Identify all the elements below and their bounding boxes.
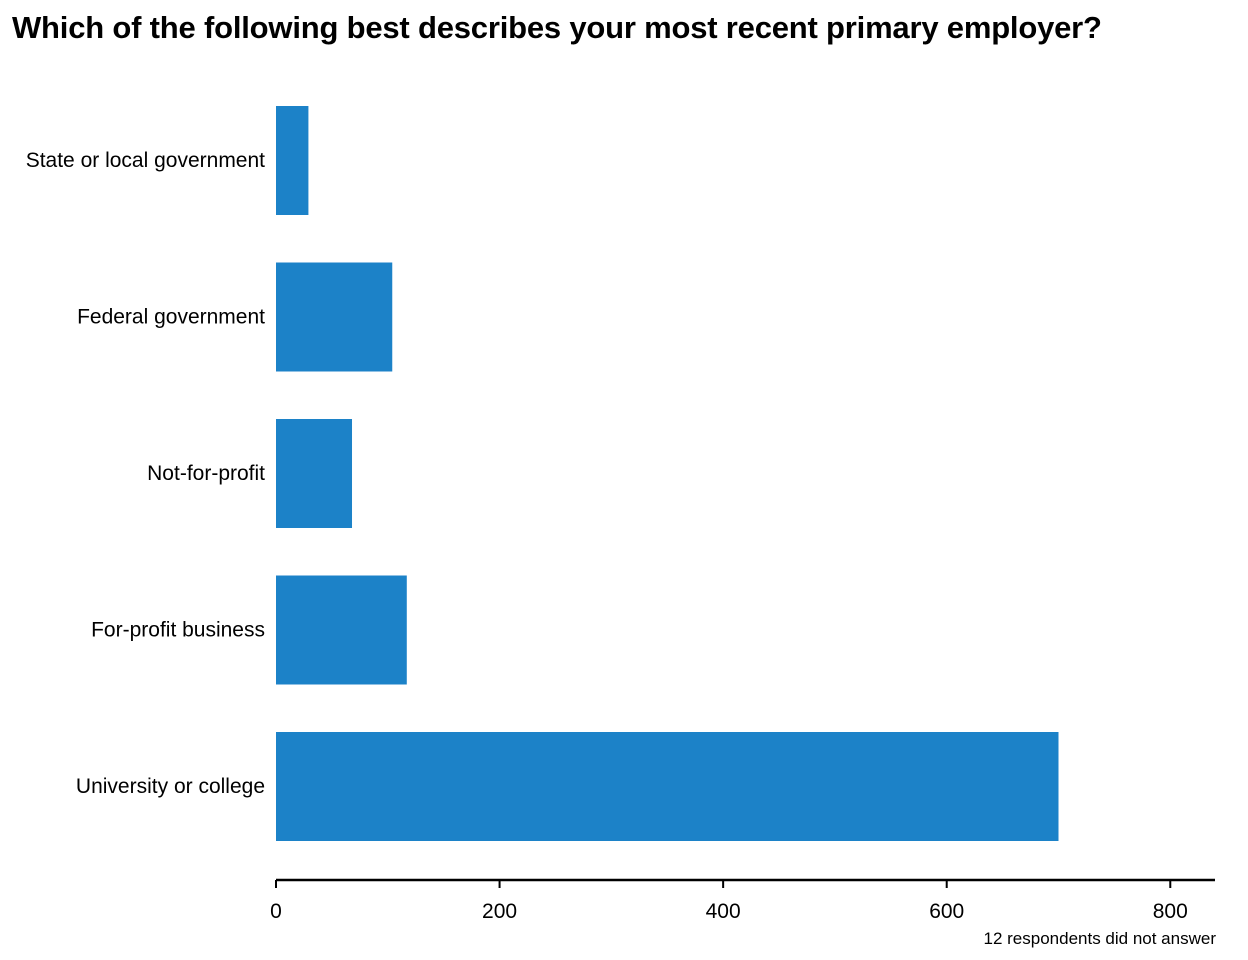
x-tick-label: 0 (270, 900, 282, 923)
category-label-federal-government: Federal government (77, 306, 265, 329)
chart-footnote: 12 respondents did not answer (983, 929, 1217, 948)
chart-title: Which of the following best describes yo… (12, 10, 1102, 45)
bars-group (276, 106, 1059, 841)
category-label-state-or-local-government: State or local government (26, 149, 265, 172)
category-label-for-profit-business: For-profit business (91, 619, 265, 642)
bar-not-for-profit (276, 419, 353, 528)
category-label-university-or-college: University or college (76, 775, 265, 798)
category-label-not-for-profit: Not-for-profit (147, 462, 265, 485)
bar-for-profit-business (276, 575, 407, 685)
x-tick-label: 600 (929, 900, 964, 923)
x-tick-label: 200 (482, 900, 517, 923)
x-tick-label: 800 (1153, 900, 1188, 923)
bar-federal-government (276, 262, 393, 372)
bar-state-or-local-government (276, 106, 309, 215)
x-axis: 0 200 400 600 800 (270, 878, 1215, 923)
category-labels-group: State or local government Federal governm… (26, 149, 265, 798)
x-tick-label: 400 (706, 900, 741, 923)
bar-university-or-college (276, 732, 1059, 841)
